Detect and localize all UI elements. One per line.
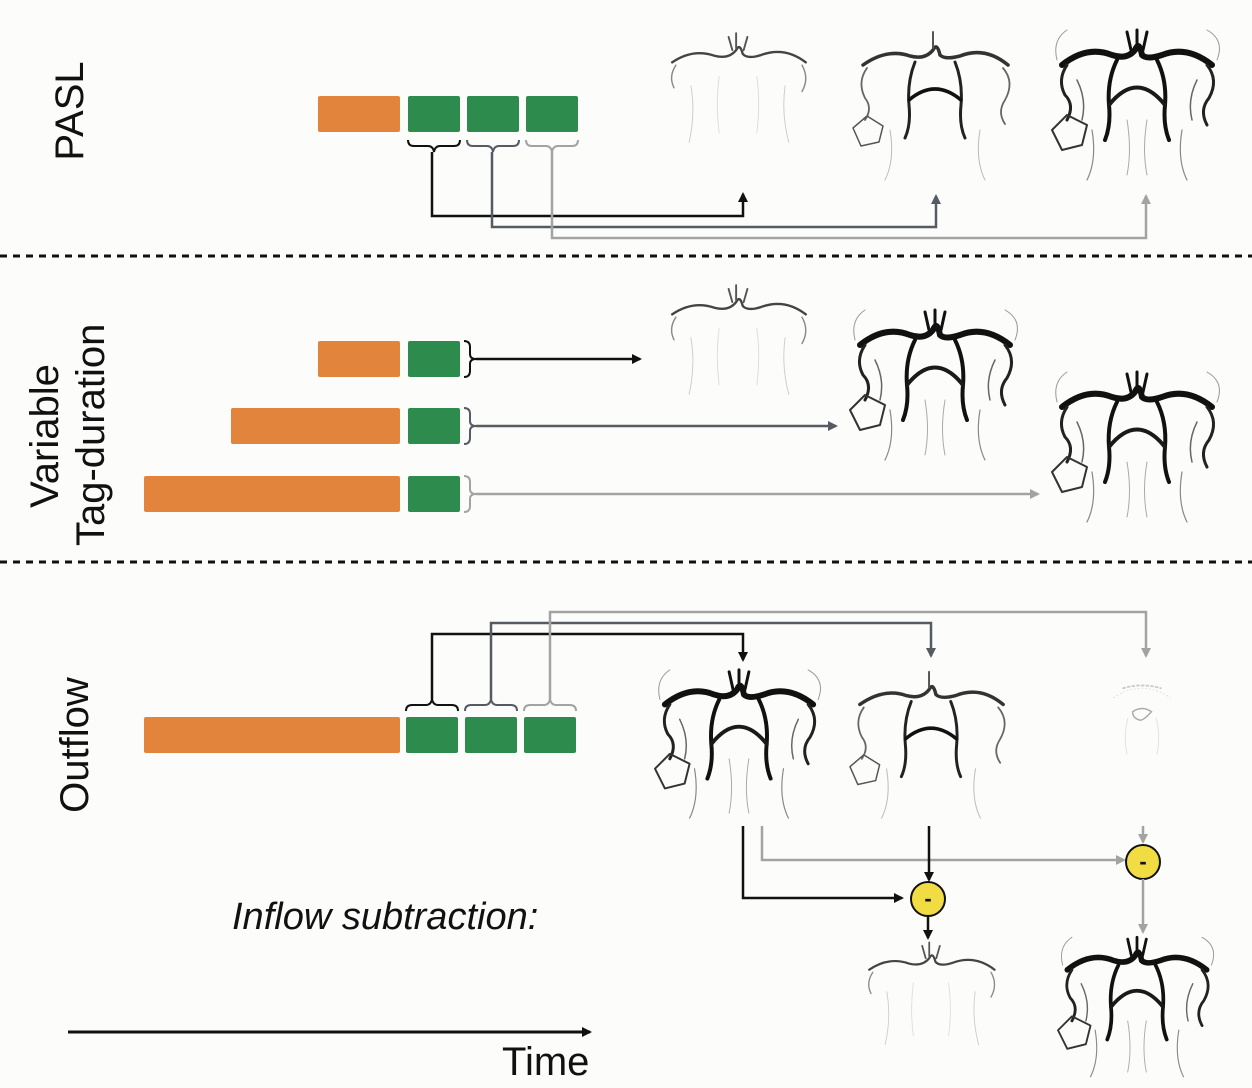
pasl-brace-2	[466, 139, 520, 153]
variable-brace-1	[463, 340, 477, 378]
outflow-readout-block-1	[406, 717, 458, 753]
variable-readout-block-1	[408, 341, 460, 377]
outflow-readout-block-2	[465, 717, 517, 753]
subtraction-dark-line	[741, 826, 904, 903]
pasl-tag-block	[318, 96, 400, 132]
pasl-readout-block-3	[526, 96, 578, 132]
time-axis-label: Time	[502, 1040, 590, 1084]
pasl-brace-3	[525, 139, 579, 153]
variable-tag-block-short	[318, 341, 400, 377]
variable-angiogram-2	[850, 310, 1017, 460]
pasl-readout-block-2	[467, 96, 519, 132]
variable-angiogram-1	[670, 283, 808, 396]
subtract-node-2-symbol: -	[1139, 849, 1146, 874]
outflow-arrow-1	[430, 632, 748, 699]
pasl-angiogram-3	[1052, 30, 1219, 180]
outflow-arrow-2	[489, 621, 936, 699]
outflow-brace-2	[464, 698, 518, 712]
outflow-tag-block	[144, 717, 400, 753]
inflow-angiogram-2	[1058, 937, 1214, 1076]
variable-readout-block-3	[408, 476, 460, 512]
outflow-readout-block-3	[524, 717, 576, 753]
variable-brace-3	[463, 475, 477, 513]
subtract-node-1-symbol: -	[924, 886, 931, 911]
outflow-brace-3	[523, 698, 577, 712]
variable-readout-block-2	[408, 408, 460, 444]
pasl-arrow-3	[550, 152, 1151, 240]
outflow-angiogram-2	[848, 670, 1007, 820]
variable-angiogram-3	[1052, 372, 1219, 522]
inflow-angiogram-1	[867, 941, 996, 1046]
variable-tag-block-medium	[231, 408, 400, 444]
pasl-arrow-1	[430, 152, 748, 218]
pasl-arrow-2	[490, 152, 941, 229]
pasl-angiogram-2	[851, 30, 1012, 182]
outflow-angiogram-1	[655, 670, 820, 818]
pasl-brace-1	[407, 139, 461, 153]
outflow-brace-1	[405, 698, 459, 712]
subtraction-light-line	[760, 826, 1126, 865]
pasl-angiogram-1	[670, 31, 808, 144]
inflow-subtraction-label: Inflow subtraction:	[232, 896, 539, 938]
outflow-arrow-3	[548, 610, 1151, 699]
variable-brace-2	[463, 407, 477, 445]
variable-tag-block-long	[144, 476, 400, 512]
pasl-readout-block-1	[408, 96, 460, 132]
outflow-angiogram-3	[1112, 684, 1172, 756]
